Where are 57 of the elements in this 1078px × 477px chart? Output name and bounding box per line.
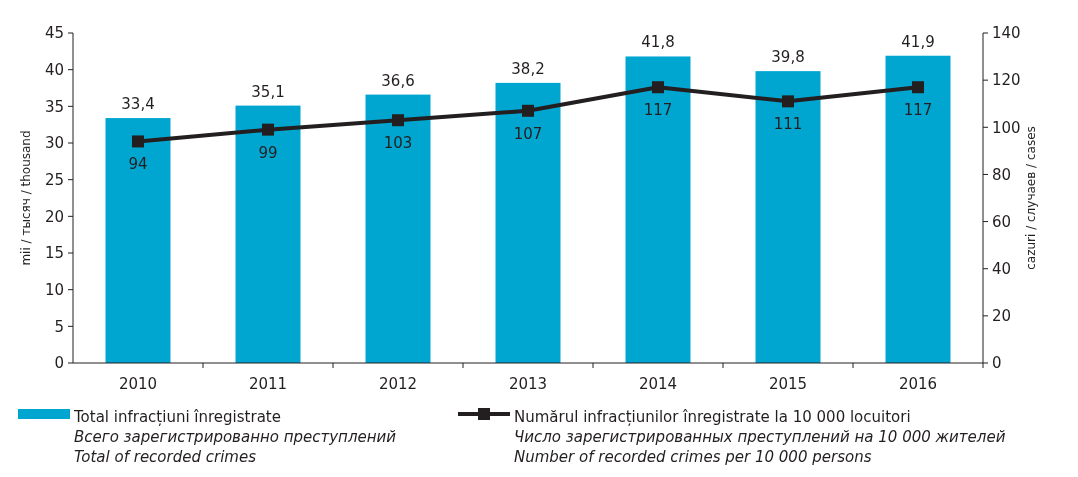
y-tick-label: 45 [44, 24, 64, 43]
y2-tick-label: 100 [992, 118, 1021, 137]
y-tick-label: 15 [44, 244, 64, 263]
bar [625, 56, 691, 363]
y-tick-label: 35 [44, 97, 64, 116]
data-label: 41,9 [901, 32, 935, 51]
x-tick-label: 2014 [638, 375, 678, 393]
y-axis-title: mii / тысяч / thousand [19, 130, 33, 266]
data-label: 107 [513, 124, 543, 143]
data-label: 36,6 [381, 71, 415, 90]
bar [105, 118, 171, 363]
point [652, 81, 664, 94]
legend-label: Total infracțiuni înregistrate Всего зарегистрированно преступлений Total of recorded crimes [73, 408, 397, 466]
data-label: 33,4 [121, 95, 155, 114]
data-label: 117 [643, 101, 673, 120]
data-label: 38,2 [511, 59, 545, 78]
point [392, 114, 404, 127]
point [912, 81, 924, 94]
data-label: 35,1 [251, 82, 285, 101]
y-tick-label: 30 [44, 134, 64, 153]
y-tick-label: 25 [44, 170, 64, 189]
y2-tick-label: 20 [992, 307, 1012, 326]
x-tick-label: 2013 [508, 375, 548, 393]
point [522, 104, 534, 117]
y2-tick-label: 140 [992, 24, 1021, 43]
y2-tick-label: 80 [992, 165, 1012, 184]
y-tick-label: 5 [54, 317, 64, 336]
y2-tick-label: 60 [992, 212, 1012, 231]
data-label: 111 [773, 115, 803, 134]
y-tick-label: 40 [44, 60, 64, 79]
bar [495, 82, 561, 363]
x-tick-label: 2012 [378, 375, 418, 393]
y-tick-label: 10 [44, 280, 64, 299]
x-tick-label: 2010 [118, 375, 158, 393]
legend-label: Numărul infracțiunilor înregistrate la 10 000 locuitori Число зарегистрированных преступлений на 10 000 жителей Number of recorded crimes per 10 000 persons [514, 408, 1006, 466]
y-tick-label: 20 [44, 207, 64, 226]
bar [755, 71, 821, 363]
data-label: 39,8 [771, 48, 805, 67]
x-tick-label: 2011 [248, 375, 288, 393]
y2-tick-label: 40 [992, 259, 1012, 278]
x-tick-label: 2015 [768, 375, 808, 393]
y-tick-label: 0 [54, 354, 64, 373]
x-tick-label: 2016 [898, 375, 938, 393]
data-label: 41,8 [641, 33, 675, 52]
bar [235, 105, 301, 363]
data-label: 117 [903, 101, 933, 120]
data-label: 94 [128, 155, 148, 174]
point [132, 135, 144, 148]
point [262, 123, 274, 136]
y2-tick-label: 120 [992, 71, 1021, 90]
bar [885, 55, 951, 363]
data-label: 99 [258, 143, 278, 162]
data-label: 103 [383, 134, 413, 153]
bar [365, 94, 431, 363]
y2-tick-label: 0 [992, 354, 1002, 373]
point [782, 95, 794, 108]
y2-axis-title: cazuri / случаев / cases [1024, 126, 1038, 270]
